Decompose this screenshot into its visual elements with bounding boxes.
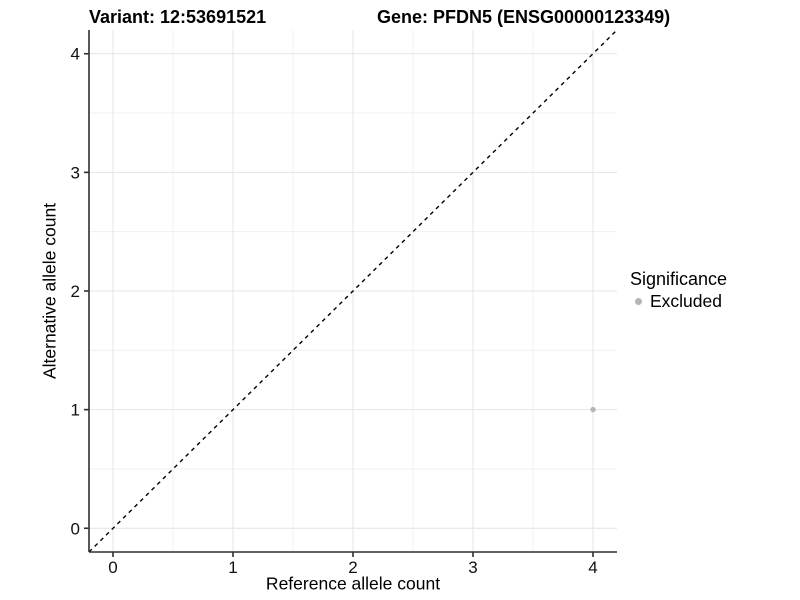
legend: Significance Excluded — [630, 269, 727, 311]
legend-item-label: Excluded — [650, 291, 722, 311]
x-tick-label: 2 — [348, 558, 357, 577]
y-axis-title: Alternative allele count — [39, 202, 60, 380]
legend-title: Significance — [630, 269, 728, 289]
x-tick-label: 4 — [588, 558, 597, 577]
x-tick-label: 1 — [228, 558, 237, 577]
x-axis-title: Reference allele count — [265, 573, 441, 594]
y-tick-label: 4 — [71, 45, 80, 64]
plot-title-gene: Gene: PFDN5 (ENSG00000123349) — [377, 7, 671, 27]
y-tick-label: 1 — [71, 401, 80, 420]
legend-item-excluded: Excluded — [630, 291, 727, 311]
legend-point-icon — [635, 297, 642, 305]
plot-title-variant: Variant: 12:53691521 — [89, 7, 267, 27]
y-tick-label: 3 — [71, 163, 80, 182]
x-tick-label: 0 — [108, 558, 117, 577]
data-point — [590, 406, 596, 413]
x-tick-label: 3 — [468, 558, 477, 577]
y-tick-label: 0 — [71, 519, 80, 538]
identity-reference-line — [88, 29, 618, 553]
y-tick-label: 2 — [71, 282, 80, 301]
